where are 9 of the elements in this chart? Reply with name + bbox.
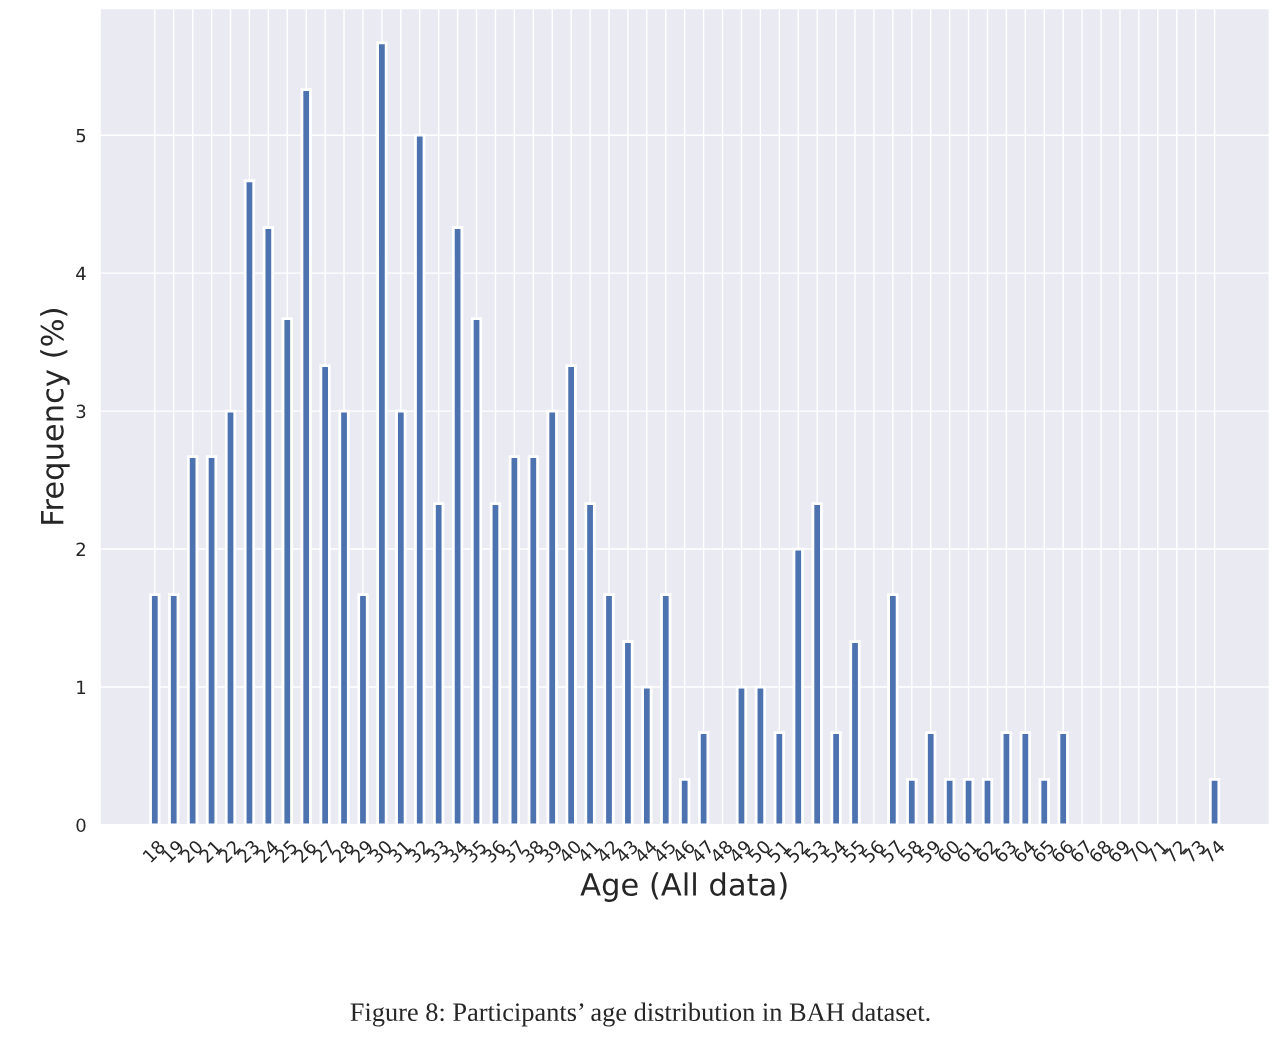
y-tick-label: 2 <box>76 542 85 556</box>
y-tick-label: 0 <box>76 818 86 833</box>
caption: Figure 8: Participants’ age distribution in BAH dataset. <box>350 1002 930 1027</box>
y-tick-label: 1 <box>77 680 86 694</box>
x-axis-title: Age (All data) <box>580 872 787 902</box>
y-tick-label: 3 <box>76 404 86 419</box>
y-tick-label: 5 <box>76 128 86 143</box>
y-tick-label: 4 <box>76 266 86 281</box>
y-axis-title: Frequency (%) <box>40 309 70 524</box>
